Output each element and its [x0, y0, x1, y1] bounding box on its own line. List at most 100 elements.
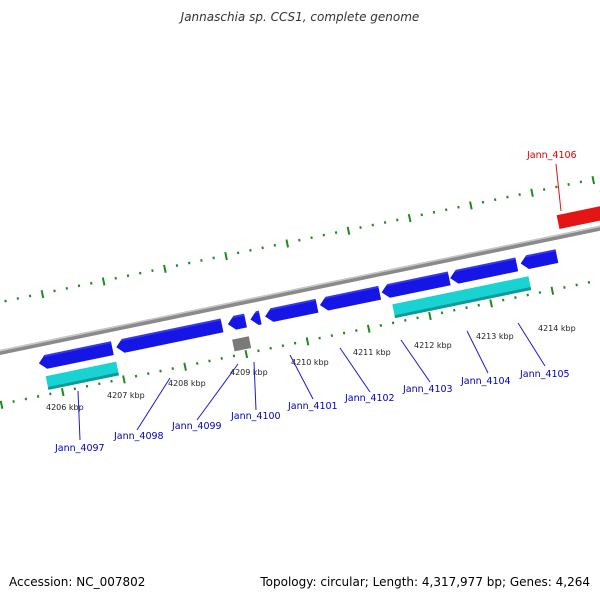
- rna-feature-2-edge: [394, 287, 532, 319]
- lower-major-tick: [489, 299, 493, 308]
- upper-minor-tick: [518, 193, 521, 197]
- lower-minor-tick: [404, 318, 407, 322]
- lower-minor-tick: [355, 329, 358, 332]
- lower-minor-tick: [575, 283, 578, 287]
- lower-major-tick: [183, 362, 187, 371]
- upper-minor-tick: [579, 180, 583, 184]
- gene-label-jann-4106[interactable]: Jann_4106: [526, 150, 577, 161]
- kbp-label-4207: 4207 kbp: [107, 391, 145, 400]
- lower-minor-tick: [330, 334, 334, 338]
- leader-jann-4102: [339, 347, 371, 393]
- leader-jann-4103: [400, 339, 431, 383]
- upper-minor-tick: [298, 238, 301, 242]
- kbp-label-4209: 4209 kbp: [230, 368, 268, 377]
- leader-jann-4104: [466, 330, 489, 374]
- cds-track-forward: [37, 249, 559, 370]
- upper-major-tick: [530, 188, 534, 197]
- upper-minor-tick: [151, 269, 154, 273]
- lower-minor-tick: [147, 372, 150, 376]
- upper-minor-tick: [457, 205, 460, 209]
- gene-label-jann-4101[interactable]: Jann_4101: [287, 401, 338, 412]
- gene-feature-jann-4098[interactable]: [115, 318, 224, 355]
- upper-minor-tick: [65, 286, 69, 290]
- lower-minor-tick: [281, 344, 285, 348]
- gene-feature-jann-4106[interactable]: [556, 203, 600, 229]
- upper-minor-tick: [4, 299, 7, 303]
- lower-minor-tick: [269, 346, 272, 350]
- upper-minor-tick: [420, 213, 423, 217]
- upper-minor-tick: [493, 198, 497, 202]
- lower-minor-tick: [342, 331, 346, 335]
- leader-jann-4105: [517, 322, 546, 367]
- gene-feature-jann-4100[interactable]: [249, 310, 262, 327]
- topology-summary-text: Topology: circular; Length: 4,317,977 bp…: [260, 575, 590, 589]
- gene-feature-jann-4105[interactable]: [519, 249, 559, 270]
- lower-minor-tick: [391, 321, 395, 325]
- lower-minor-tick: [232, 354, 236, 358]
- leader-jann-4101: [289, 354, 314, 400]
- upper-minor-tick: [16, 297, 20, 300]
- lower-minor-tick: [85, 384, 89, 388]
- lower-minor-tick: [36, 394, 40, 398]
- upper-minor-tick: [28, 294, 32, 298]
- upper-minor-tick: [432, 210, 436, 214]
- pseudogene-feature[interactable]: [232, 336, 252, 352]
- lower-minor-tick: [587, 280, 591, 284]
- lower-major-tick: [428, 311, 432, 321]
- upper-minor-tick: [310, 236, 313, 240]
- kbp-label-4213: 4213 kbp: [476, 332, 514, 341]
- upper-minor-tick: [396, 218, 399, 222]
- gene-feature-jann-4103[interactable]: [380, 271, 451, 300]
- gene-feature-jann-4102[interactable]: [319, 285, 382, 312]
- lower-minor-tick: [416, 316, 419, 320]
- lower-major-tick: [550, 286, 555, 295]
- gene-feature-jann-4101[interactable]: [264, 298, 319, 323]
- lower-major-tick: [122, 375, 126, 384]
- gene-label-jann-4102[interactable]: Jann_4102: [344, 393, 395, 404]
- gene-label-jann-4098[interactable]: Jann_4098: [113, 431, 164, 442]
- rna-feature-2[interactable]: [392, 276, 532, 318]
- upper-minor-tick: [212, 256, 215, 260]
- gene-feature-jann-4097[interactable]: [37, 341, 114, 370]
- lower-minor-tick: [477, 303, 480, 307]
- upper-minor-tick: [187, 261, 191, 265]
- gene-label-jann-4103[interactable]: Jann_4103: [402, 384, 453, 395]
- lower-minor-tick: [134, 374, 138, 378]
- lower-minor-tick: [538, 291, 542, 294]
- gene-label-jann-4104[interactable]: Jann_4104: [460, 376, 511, 387]
- leader-jann-4106: [555, 163, 562, 212]
- upper-major-tick: [163, 264, 167, 273]
- lower-minor-tick: [257, 349, 260, 353]
- lower-minor-tick: [379, 324, 383, 327]
- gene-feature-jann-4104[interactable]: [449, 257, 519, 285]
- genome-backbone-highlight: [0, 220, 600, 356]
- lower-minor-tick: [220, 356, 223, 360]
- lower-minor-tick: [501, 298, 505, 302]
- upper-minor-tick: [444, 208, 448, 212]
- rna-feature-1[interactable]: [45, 361, 119, 389]
- upper-minor-tick: [200, 259, 203, 262]
- gene-feature-jann-4099[interactable]: [226, 313, 247, 331]
- lower-tick-track: [0, 278, 600, 409]
- upper-minor-tick: [567, 183, 570, 186]
- upper-major-tick: [407, 214, 412, 223]
- map-title: Jannaschia sp. CCS1, complete genome: [180, 10, 420, 24]
- lower-minor-tick: [563, 286, 566, 289]
- lower-minor-tick: [208, 359, 211, 363]
- upper-major-tick: [346, 226, 351, 235]
- gene-label-jann-4105[interactable]: Jann_4105: [519, 369, 570, 380]
- gene-label-jann-4099[interactable]: Jann_4099: [171, 421, 222, 432]
- lower-major-tick: [305, 337, 310, 346]
- upper-major-tick: [101, 277, 106, 286]
- lower-minor-tick: [318, 336, 321, 340]
- kbp-label-4210: 4210 kbp: [291, 358, 329, 367]
- gene-label-jann-4097[interactable]: Jann_4097: [54, 443, 105, 454]
- upper-minor-tick: [322, 233, 326, 237]
- lower-minor-tick: [293, 341, 297, 345]
- label-leader-lines: [77, 163, 562, 441]
- leader-jann-4099: [196, 363, 239, 421]
- lower-major-tick: [244, 349, 249, 359]
- gene-label-jann-4100[interactable]: Jann_4100: [230, 411, 281, 422]
- upper-tick-track: [4, 175, 596, 303]
